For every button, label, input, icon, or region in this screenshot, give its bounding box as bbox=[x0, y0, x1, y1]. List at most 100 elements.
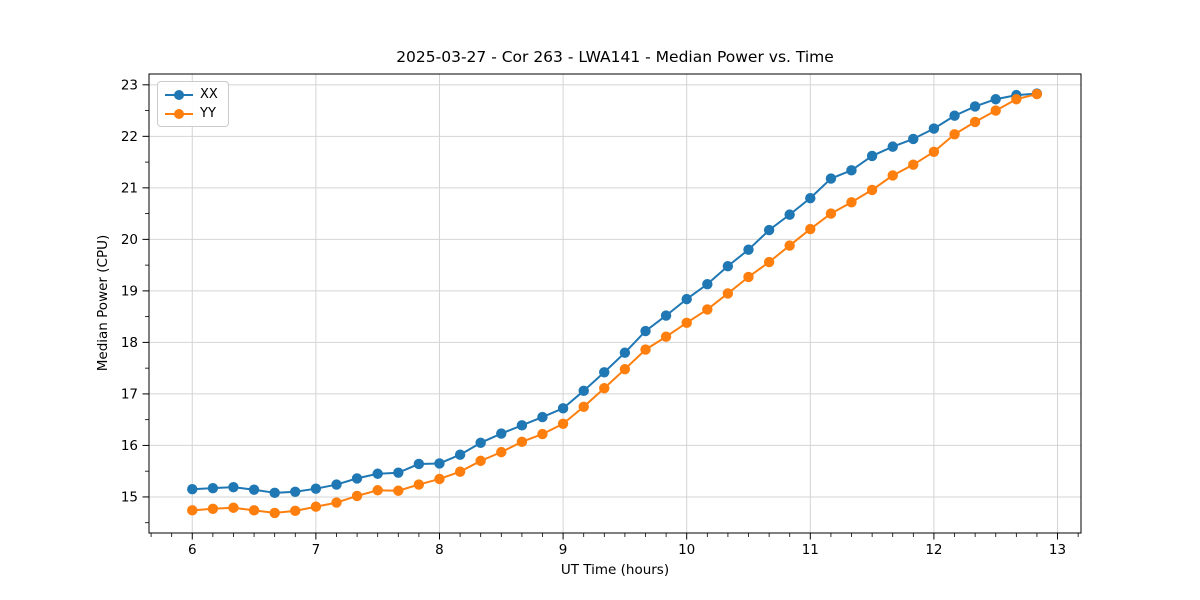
data-point-xx bbox=[763, 224, 775, 236]
data-point-yy bbox=[743, 271, 754, 283]
data-point-yy bbox=[722, 288, 734, 299]
legend-item-yy: YY bbox=[165, 106, 218, 121]
data-point-xx bbox=[228, 481, 239, 493]
data-point-yy bbox=[619, 363, 631, 375]
plot-border bbox=[148, 73, 1082, 534]
series-xx-markers bbox=[187, 88, 1043, 499]
data-point-xx bbox=[207, 482, 219, 494]
data-point-yy bbox=[269, 507, 280, 519]
data-point-yy bbox=[928, 146, 940, 157]
data-point-yy bbox=[310, 501, 322, 512]
data-point-xx bbox=[722, 260, 734, 272]
data-point-xx bbox=[969, 101, 981, 112]
data-point-yy bbox=[393, 485, 404, 496]
data-point-xx bbox=[454, 449, 466, 460]
data-point-xx bbox=[599, 367, 610, 378]
series-xx-line bbox=[192, 92, 1037, 494]
data-point-xx bbox=[784, 209, 795, 220]
data-point-yy bbox=[1011, 94, 1022, 105]
x-tick-label: 9 bbox=[559, 542, 568, 558]
y-axis-ticks: 15 16 17 18 19 20 21 22 23 bbox=[121, 78, 149, 506]
data-point-xx bbox=[496, 428, 507, 439]
data-point-xx bbox=[949, 110, 960, 121]
x-axis-label: UT Time (hours) bbox=[560, 562, 670, 578]
data-point-xx bbox=[702, 278, 713, 290]
y-tick-label: 22 bbox=[121, 129, 138, 145]
data-point-yy bbox=[908, 159, 919, 170]
data-point-yy bbox=[846, 197, 857, 208]
data-point-yy bbox=[805, 223, 816, 235]
y-tick-label: 15 bbox=[121, 490, 138, 506]
x-axis-ticks: 6 7 8 9 10 11 12 13 bbox=[188, 533, 1066, 558]
data-point-xx bbox=[187, 484, 198, 495]
y-tick-label: 17 bbox=[121, 387, 138, 403]
x-tick-label: 12 bbox=[925, 542, 942, 558]
data-point-xx bbox=[310, 483, 322, 494]
data-point-yy bbox=[454, 466, 466, 477]
data-point-xx bbox=[866, 150, 878, 162]
xx-line-marker-icon bbox=[165, 89, 193, 100]
data-point-xx bbox=[805, 192, 816, 204]
y-axis-label: Median Power (CPU) bbox=[95, 234, 111, 372]
data-point-yy bbox=[537, 428, 548, 440]
data-point-xx bbox=[681, 293, 692, 305]
data-point-xx bbox=[351, 473, 363, 484]
x-axis-minor-ticks bbox=[150, 533, 1079, 537]
data-point-xx bbox=[557, 403, 569, 414]
data-point-yy bbox=[969, 116, 981, 128]
data-point-xx bbox=[537, 411, 548, 423]
data-point-yy bbox=[187, 505, 198, 516]
data-point-xx bbox=[928, 123, 940, 134]
legend-label-yy: YY bbox=[200, 106, 216, 121]
data-point-xx bbox=[475, 437, 486, 449]
data-point-yy bbox=[681, 317, 692, 329]
data-point-yy bbox=[372, 485, 383, 496]
data-point-yy bbox=[578, 401, 589, 412]
data-point-yy bbox=[949, 129, 960, 140]
data-point-yy bbox=[207, 503, 219, 514]
data-point-yy bbox=[825, 208, 837, 219]
data-point-yy bbox=[557, 418, 569, 429]
data-point-yy bbox=[516, 436, 528, 448]
data-point-yy bbox=[660, 331, 672, 342]
y-tick-label: 21 bbox=[121, 181, 138, 197]
data-point-yy bbox=[434, 473, 445, 485]
data-point-yy bbox=[475, 455, 486, 467]
data-point-xx bbox=[516, 420, 528, 431]
y-axis-minor-ticks bbox=[145, 110, 149, 524]
data-point-xx bbox=[887, 141, 898, 152]
data-point-xx bbox=[908, 133, 919, 145]
data-point-xx bbox=[825, 173, 837, 184]
y-tick-label: 20 bbox=[121, 232, 138, 248]
y-tick-label: 23 bbox=[121, 78, 138, 94]
data-point-xx bbox=[619, 347, 631, 358]
series-yy-line bbox=[192, 93, 1038, 514]
data-point-yy bbox=[228, 502, 239, 513]
x-tick-label: 10 bbox=[678, 542, 695, 558]
legend-label-xx: XX bbox=[200, 87, 218, 102]
y-tick-label: 18 bbox=[121, 335, 138, 351]
data-point-yy bbox=[702, 304, 713, 315]
chart-title: 2025-03-27 - Cor 263 - LWA141 - Median P… bbox=[396, 48, 834, 66]
data-point-xx bbox=[660, 310, 672, 321]
data-point-xx bbox=[413, 458, 425, 470]
x-tick-label: 11 bbox=[802, 542, 819, 558]
y-tick-label: 19 bbox=[121, 284, 138, 300]
data-point-yy bbox=[413, 479, 425, 490]
data-point-xx bbox=[372, 468, 383, 479]
legend-item-xx: XX bbox=[165, 87, 218, 102]
data-point-yy bbox=[331, 497, 342, 508]
data-point-yy bbox=[763, 256, 775, 268]
data-point-xx bbox=[248, 484, 260, 495]
data-point-xx bbox=[578, 385, 589, 397]
grid-lines bbox=[149, 74, 1081, 533]
data-point-yy bbox=[640, 344, 651, 355]
data-point-xx bbox=[434, 458, 445, 469]
data-point-yy bbox=[1031, 88, 1043, 100]
x-tick-label: 8 bbox=[435, 542, 444, 558]
data-point-xx bbox=[393, 467, 404, 478]
x-tick-label: 7 bbox=[312, 542, 321, 558]
data-point-yy bbox=[496, 446, 507, 458]
